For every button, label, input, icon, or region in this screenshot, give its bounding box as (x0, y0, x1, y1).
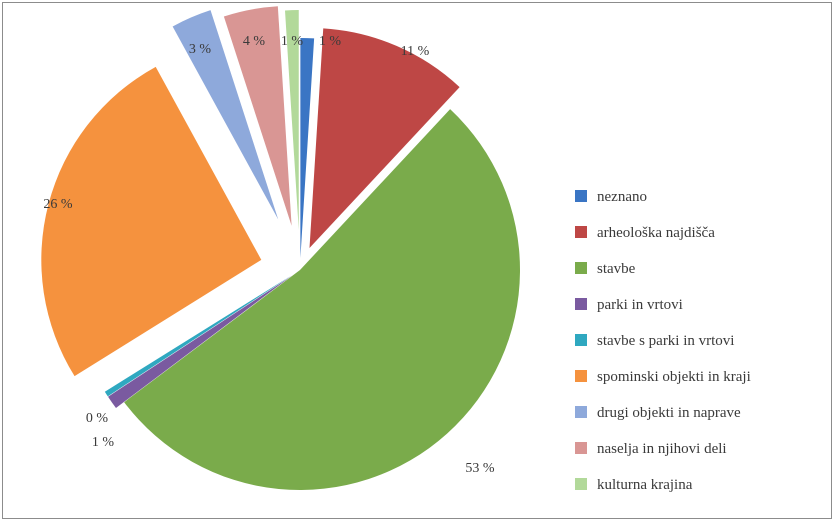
pie-slice-5 (104, 275, 292, 397)
pie-slice-8 (223, 6, 292, 226)
pie-slice-9 (284, 10, 299, 231)
legend-swatch-2 (575, 226, 587, 238)
data-label-9: 1 % (281, 34, 304, 49)
pie-slice-4 (108, 275, 292, 408)
legend-label-6: spominski objekti in kraji (597, 369, 751, 385)
data-label-1: 1 % (319, 34, 342, 49)
data-label-2: 11 % (401, 44, 430, 59)
legend-label-3: stavbe (597, 261, 636, 277)
pie-slice-6 (41, 66, 262, 377)
pie-slices (41, 6, 520, 491)
legend-swatch-3 (575, 262, 587, 274)
legend-label-1: neznano (597, 189, 647, 205)
legend-label-8: naselja in njihovi deli (597, 441, 727, 457)
legend-label-2: arheološka najdišča (597, 225, 715, 241)
legend-label-5: stavbe s parki in vrtovi (597, 333, 734, 349)
data-label-5: 0 % (86, 411, 109, 426)
data-label-4: 1 % (92, 435, 115, 450)
legend-swatch-8 (575, 442, 587, 454)
legend-label-9: kulturna krajina (597, 477, 693, 493)
pie-slice-3 (124, 109, 520, 491)
data-label-8: 4 % (243, 34, 266, 49)
legend-label-4: parki in vrtovi (597, 297, 683, 313)
pie-slice-7 (172, 10, 279, 220)
legend-swatch-7 (575, 406, 587, 418)
legend-swatch-6 (575, 370, 587, 382)
pie-slice-1 (300, 38, 315, 259)
legend-swatch-4 (575, 298, 587, 310)
data-label-6: 26 % (43, 197, 73, 212)
legend-swatch-1 (575, 190, 587, 202)
data-label-3: 53 % (465, 461, 495, 476)
legend-label-7: drugi objekti in naprave (597, 405, 741, 421)
legend-swatch-5 (575, 334, 587, 346)
pie-slice-2 (309, 28, 460, 248)
data-labels: 1 % 11 % 53 % 1 % 0 % 26 % 3 % 4 % 1 % (43, 34, 495, 476)
legend-swatch-9 (575, 478, 587, 490)
legend: neznano arheološka najdišča stavbe parki in… (575, 189, 751, 493)
data-label-7: 3 % (189, 42, 212, 57)
